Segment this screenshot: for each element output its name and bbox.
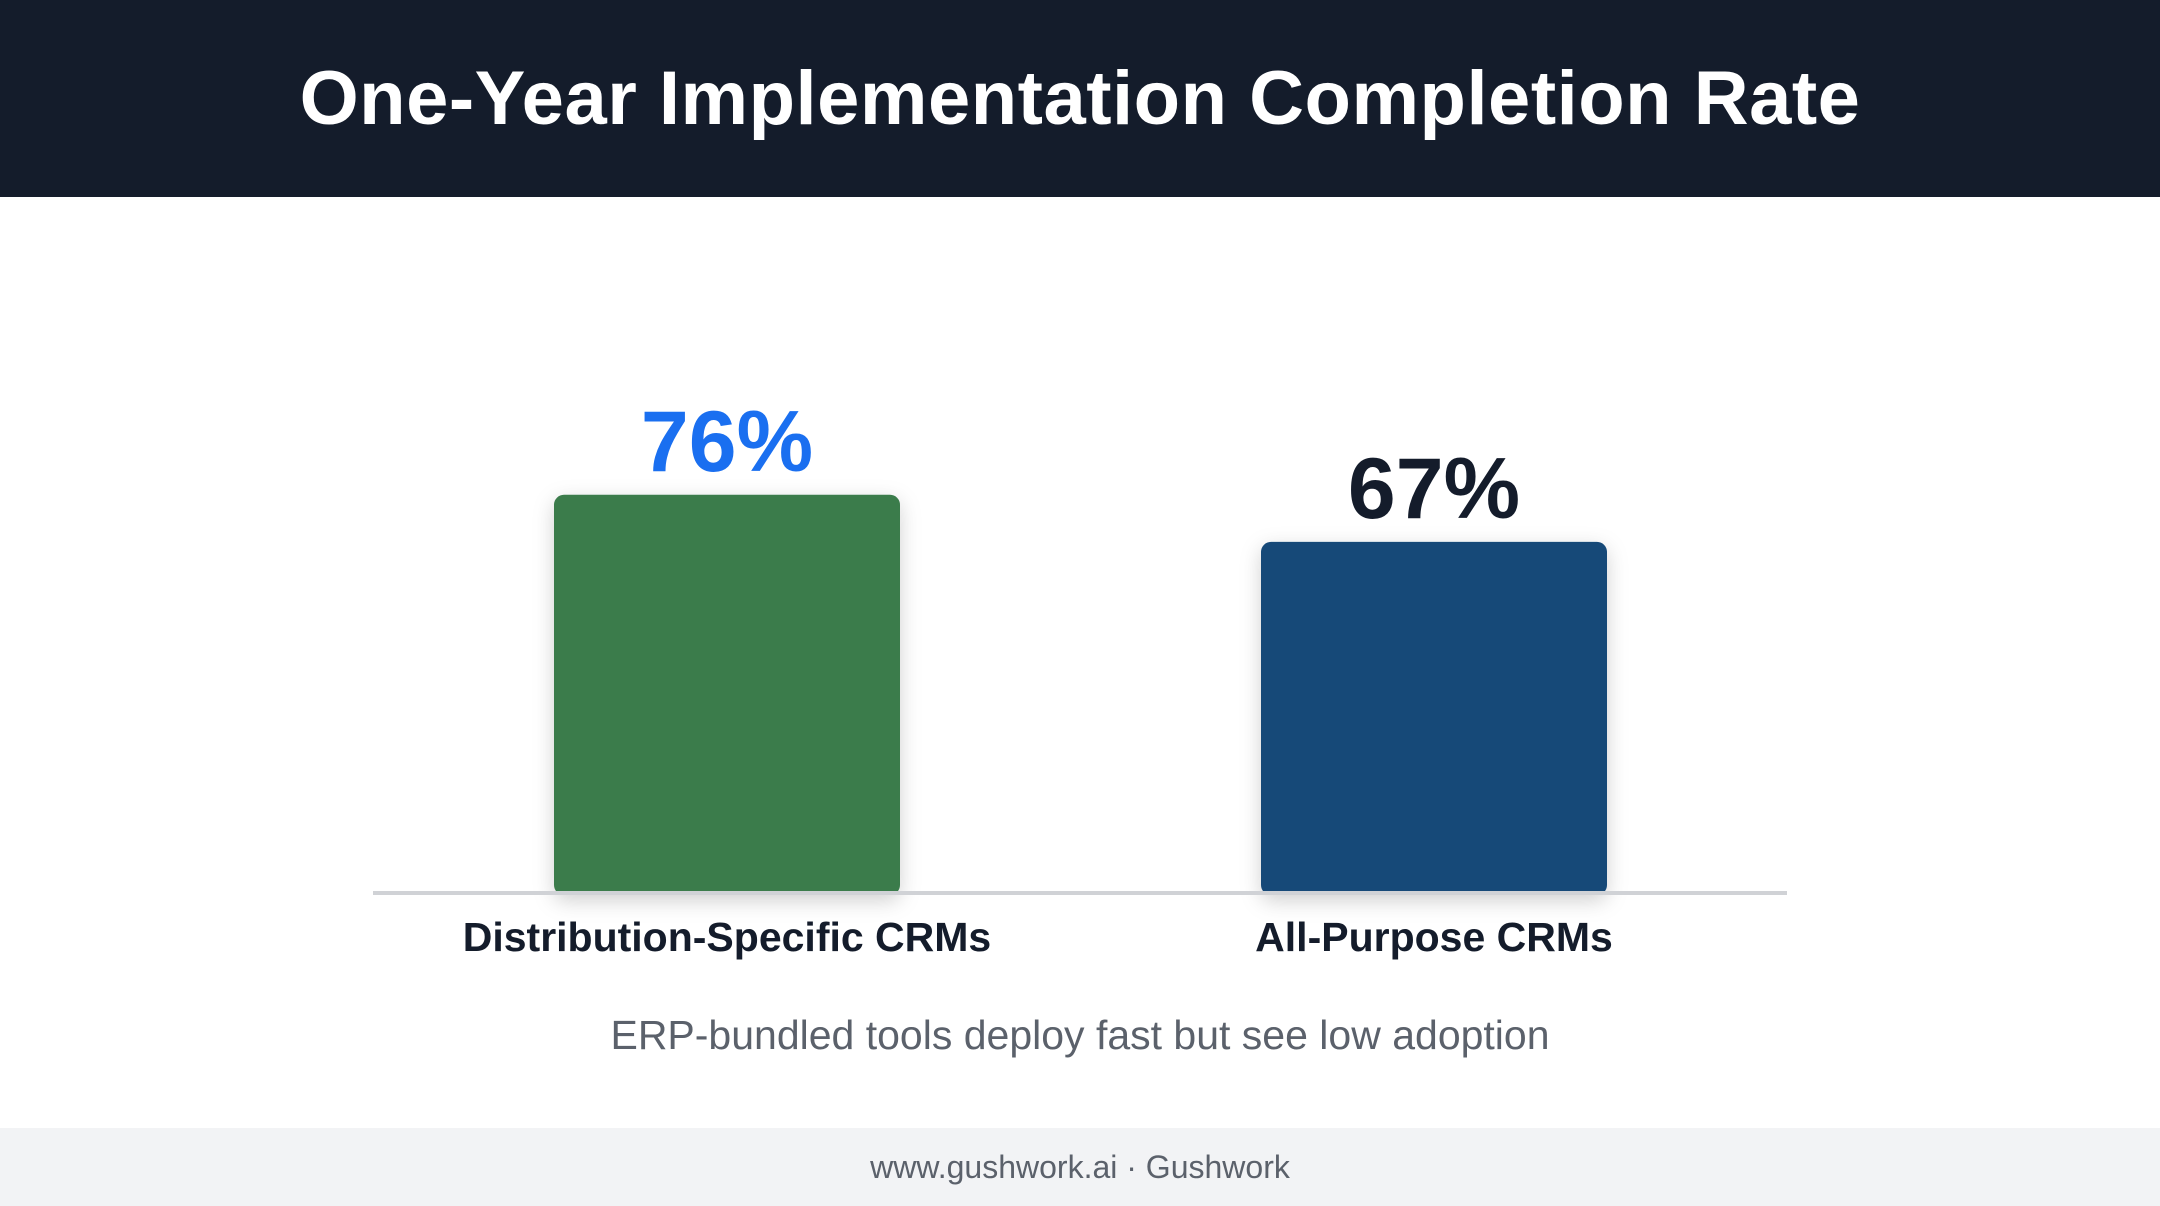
- value-label-distribution-specific-crms: 76%: [641, 394, 813, 490]
- footer: www.gushwork.ai · Gushwork: [0, 1128, 2160, 1206]
- bar-distribution-specific-crms: [554, 494, 900, 895]
- chart-canvas: 76% Distribution-Specific CRMs 67% All-Purp…: [373, 394, 1787, 960]
- category-label-distribution-specific-crms: Distribution-Specific CRMs: [463, 914, 991, 960]
- bar-all-purpose-crms: [1261, 541, 1607, 895]
- title-banner: One-Year Implementation Completion Rate: [0, 0, 2160, 197]
- value-label-all-purpose-crms: 67%: [1348, 441, 1520, 537]
- bars-layer: [554, 494, 1607, 895]
- chart-subtitle: ERP-bundled tools deploy fast but see lo…: [610, 1012, 1550, 1058]
- chart-title: One-Year Implementation Completion Rate: [299, 56, 1861, 141]
- labels-layer: 76% Distribution-Specific CRMs 67% All-Purp…: [463, 394, 1613, 960]
- category-label-all-purpose-crms: All-Purpose CRMs: [1255, 914, 1613, 960]
- bar-chart: 76% Distribution-Specific CRMs 67% All-Purp…: [0, 197, 2160, 1127]
- footer-credit: www.gushwork.ai · Gushwork: [870, 1148, 1290, 1185]
